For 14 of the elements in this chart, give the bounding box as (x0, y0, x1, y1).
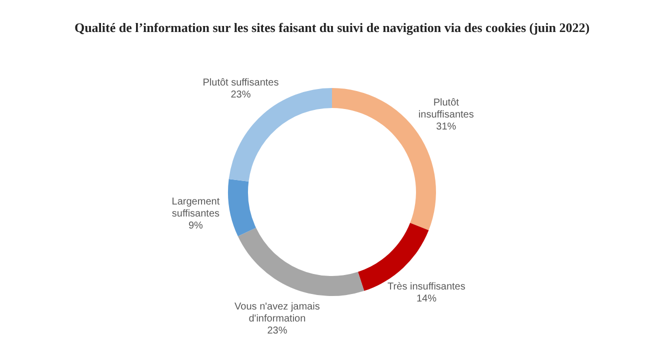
data-label: 23% (230, 89, 251, 100)
donut-slice (228, 88, 332, 182)
data-label: 9% (188, 220, 204, 232)
data-label: 23% (267, 326, 288, 337)
donut-slice (228, 178, 256, 236)
slice-label: Plutôt suffisantes (202, 77, 279, 88)
slice-label: Vous n'avez jamais d'information (234, 302, 320, 325)
data-label: 14% (416, 294, 437, 305)
donut-slice (238, 228, 364, 296)
slice-label: Largement suffisantes (172, 196, 220, 220)
data-label: 31% (436, 121, 456, 132)
slice-label: Plutôt insuffisantes (418, 97, 474, 120)
chart-title: Qualité de l’information sur les sites faisant du suivi de navigation via des cookies (juin 2022) (74, 20, 590, 35)
slice-label: Très insuffisantes (388, 282, 466, 293)
